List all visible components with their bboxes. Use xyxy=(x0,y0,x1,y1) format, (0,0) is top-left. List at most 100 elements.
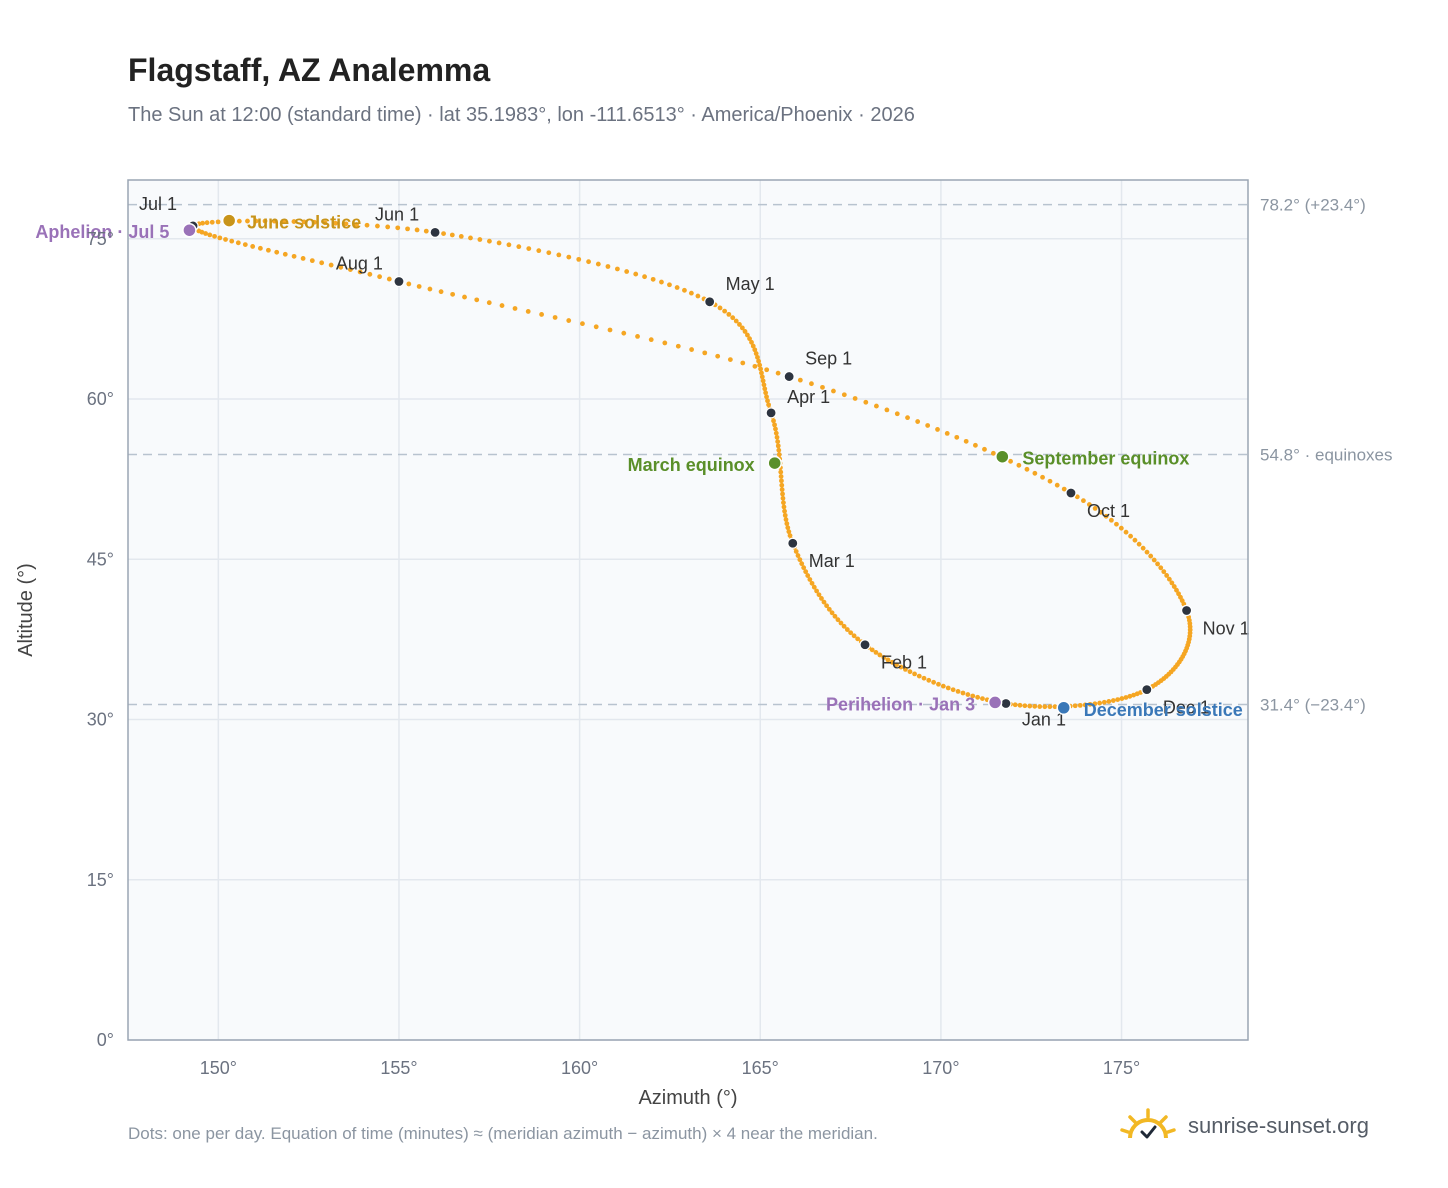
daily-sun-dot xyxy=(319,260,325,266)
y-tick-label: 15° xyxy=(87,870,114,890)
daily-sun-dot xyxy=(1087,701,1093,707)
daily-sun-dot xyxy=(499,303,505,308)
daily-sun-dot xyxy=(1144,549,1150,555)
daily-sun-dot xyxy=(1103,513,1109,519)
month-marker-dot xyxy=(393,275,405,288)
event-marker-dot xyxy=(221,213,237,228)
daily-sun-dot xyxy=(925,423,931,428)
daily-sun-dot xyxy=(761,382,767,388)
daily-sun-dot xyxy=(1118,525,1124,531)
daily-sun-dot xyxy=(271,218,277,224)
daily-sun-dot xyxy=(982,446,987,452)
daily-sun-dot xyxy=(688,290,694,296)
daily-sun-dot xyxy=(1123,529,1129,535)
daily-sun-dot xyxy=(776,447,782,453)
x-tick-label: 175° xyxy=(1103,1058,1140,1078)
daily-sun-dot xyxy=(773,426,778,432)
daily-sun-dot xyxy=(702,350,708,356)
daily-sun-dot xyxy=(781,504,787,510)
daily-sun-dot xyxy=(778,474,784,479)
daily-sun-dot xyxy=(291,253,297,259)
daily-sun-dot xyxy=(764,367,770,373)
daily-sun-dot xyxy=(367,271,373,277)
daily-sun-dot xyxy=(936,681,941,687)
daily-sun-dot xyxy=(441,231,446,237)
daily-sun-dot xyxy=(760,378,766,384)
daily-sun-dot xyxy=(1164,573,1170,578)
daily-sun-dot xyxy=(881,655,887,660)
daily-sun-dot xyxy=(1171,584,1177,589)
daily-sun-dot xyxy=(855,636,861,642)
daily-sun-dot xyxy=(793,549,799,554)
month-marker-dot xyxy=(1000,697,1012,710)
daily-sun-dot xyxy=(1127,693,1133,699)
daily-sun-dot xyxy=(841,392,847,398)
daily-sun-dot xyxy=(877,652,883,658)
daily-sun-dot xyxy=(257,245,263,251)
month-marker-label: Dec 1 xyxy=(1163,698,1210,718)
daily-sun-dot xyxy=(229,238,235,244)
month-marker-dot xyxy=(765,407,777,419)
daily-sun-dot xyxy=(945,685,951,691)
daily-sun-dot xyxy=(973,442,978,448)
daily-sun-dot xyxy=(642,274,647,280)
month-marker-dot xyxy=(787,537,799,549)
daily-sun-dot xyxy=(1119,696,1125,701)
daily-sun-dot xyxy=(203,231,208,236)
daily-sun-dot xyxy=(975,694,981,700)
daily-sun-dot xyxy=(1061,486,1067,492)
daily-sun-dot xyxy=(328,262,334,268)
event-marker-dot xyxy=(1056,700,1071,716)
y-tick-label: 0° xyxy=(97,1030,114,1050)
daily-sun-dot xyxy=(776,452,782,457)
daily-sun-dot xyxy=(468,235,473,241)
daily-sun-dot xyxy=(1072,703,1078,709)
daily-sun-dot xyxy=(730,315,736,321)
daily-sun-dot xyxy=(364,222,370,228)
daily-sun-dot xyxy=(586,259,591,265)
brand[interactable]: sunrise-sunset.org xyxy=(1120,1104,1369,1148)
month-marker-label: Apr 1 xyxy=(787,387,830,407)
daily-sun-dot xyxy=(576,256,582,262)
daily-sun-dot xyxy=(819,596,824,601)
daily-sun-dot xyxy=(516,244,522,250)
daily-sun-dot xyxy=(1047,478,1053,484)
daily-sun-dot xyxy=(659,279,664,285)
daily-sun-dot xyxy=(765,398,770,404)
daily-sun-dot xyxy=(1169,580,1175,586)
daily-sun-dot xyxy=(820,384,825,390)
daily-sun-dot xyxy=(536,248,542,254)
daily-sun-dot xyxy=(1077,702,1083,708)
daily-sun-dot xyxy=(525,309,531,314)
daily-sun-dot xyxy=(782,508,787,514)
event-marker-dot xyxy=(182,222,197,238)
daily-sun-dot xyxy=(1106,699,1112,704)
daily-sun-dot xyxy=(217,235,223,241)
daily-sun-dot xyxy=(282,251,288,257)
daily-sun-dot xyxy=(1037,704,1043,709)
event-marker-label: March equinox xyxy=(628,455,755,475)
month-marker-dot xyxy=(704,296,716,308)
daily-sun-dot xyxy=(675,343,681,349)
daily-sun-dot xyxy=(1128,533,1133,539)
daily-sun-dot xyxy=(614,266,620,272)
daily-sun-dot xyxy=(775,443,781,449)
chart-subtitle: The Sun at 12:00 (standard time) · lat 3… xyxy=(128,104,915,126)
event-marker-dot xyxy=(995,449,1010,464)
daily-sun-dot xyxy=(740,360,746,366)
daily-sun-dot xyxy=(1024,466,1030,472)
brand-link[interactable]: sunrise-sunset.org xyxy=(1188,1113,1369,1138)
daily-sun-dot xyxy=(1136,541,1142,547)
daily-sun-dot xyxy=(300,256,306,261)
event-marker-label: September equinox xyxy=(1022,449,1189,469)
daily-sun-dot xyxy=(775,370,781,376)
daily-sun-dot xyxy=(1176,591,1181,597)
daily-sun-dot xyxy=(474,297,480,303)
daily-sun-dot xyxy=(621,330,627,336)
daily-sun-dot xyxy=(1098,509,1104,515)
daily-sun-dot xyxy=(496,240,502,246)
daily-sun-dot xyxy=(715,353,721,359)
daily-sun-dot xyxy=(416,284,422,289)
y-tick-label: 75° xyxy=(87,229,114,249)
